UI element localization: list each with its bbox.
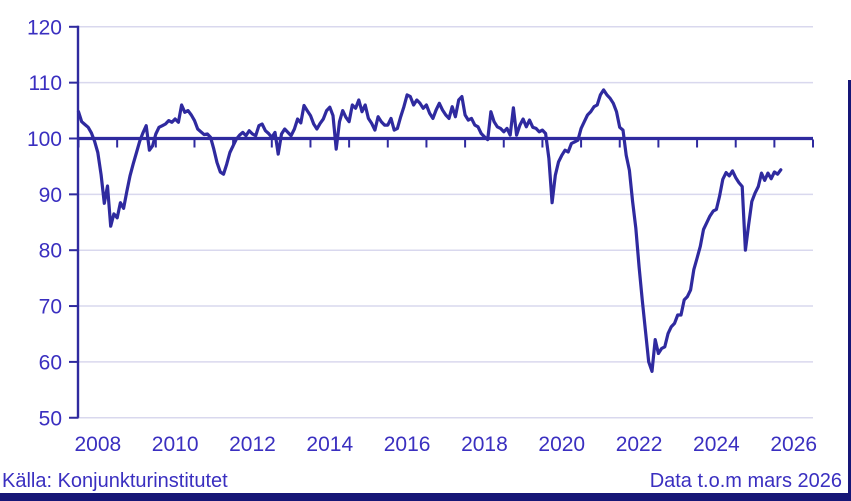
x-tick-label: 2012 [229, 433, 276, 456]
y-tick-label: 120 [27, 16, 62, 39]
x-tick-label: 2026 [770, 433, 817, 456]
y-tick-label: 110 [29, 72, 62, 95]
x-tick-label: 2014 [306, 433, 353, 456]
y-tick-label: 60 [39, 351, 62, 374]
source-label: Källa: Konjunkturinstitutet [2, 470, 228, 492]
x-tick-label: 2020 [538, 433, 585, 456]
y-tick-label: 50 [39, 407, 62, 430]
indicator-line [76, 88, 783, 373]
y-tick-label: 70 [39, 296, 62, 319]
y-tick-label: 100 [27, 128, 62, 151]
x-tick-label: 2018 [461, 433, 508, 456]
x-tick-label: 2010 [152, 433, 199, 456]
x-tick-label: 2016 [384, 433, 431, 456]
y-tick-label: 80 [39, 240, 62, 263]
right-border [848, 80, 851, 501]
x-tick-label: 2008 [74, 433, 121, 456]
y-tick-label: 90 [39, 184, 62, 207]
bottom-bar [0, 493, 851, 501]
data-note: Data t.o.m mars 2026 [649, 470, 842, 492]
x-tick-label: 2024 [693, 433, 740, 456]
x-tick-label: 2022 [616, 433, 663, 456]
